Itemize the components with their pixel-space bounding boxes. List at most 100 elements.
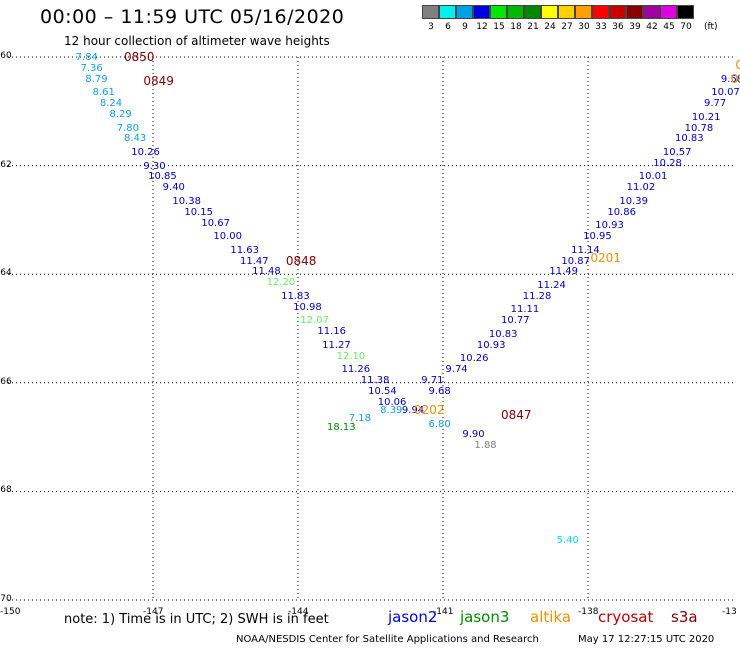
wave-height-label: 9.71 [421, 375, 444, 387]
scale-tick-label: 6 [445, 22, 451, 32]
wave-height-label: 10.93 [476, 339, 506, 351]
scale-tick-label: 36 [612, 22, 624, 32]
scale-swatch [422, 5, 439, 19]
wave-height-label: 9.94 [401, 404, 425, 416]
scale-swatch [592, 5, 609, 19]
scale-swatch [439, 5, 456, 19]
wave-height-label: 9.58 [720, 73, 740, 85]
pass-time-label: 0201 [590, 250, 621, 265]
wave-height-label: 10.78 [684, 122, 714, 134]
wave-height-label: 10.57 [662, 147, 692, 159]
wave-height-label: 9.40 [162, 182, 185, 194]
scale-tick-label: 15 [493, 22, 505, 32]
latitude-tick-label: -64 [0, 268, 12, 279]
wave-height-label: 11.11 [510, 304, 540, 316]
pass-time-label: 0202 [414, 402, 445, 417]
wave-height-label: 11.26 [341, 364, 371, 376]
scale-unit-label: (ft) [704, 22, 718, 32]
wave-height-label: 12.07 [300, 315, 330, 327]
wave-height-label: 9.77 [704, 98, 727, 110]
wave-height-label: 10.95 [583, 231, 612, 243]
wave-height-label: 10.85 [148, 171, 177, 183]
wave-height-label: 7.84 [75, 52, 98, 63]
longitude-tick-label: -150 [0, 607, 21, 617]
scale-tick-label: 45 [663, 22, 675, 32]
scale-swatch [541, 5, 558, 19]
wave-height-label: 18.13 [327, 422, 356, 434]
scale-tick-label: 24 [544, 22, 556, 32]
map-plot-area [8, 56, 733, 601]
wave-height-label: 10.26 [459, 353, 489, 365]
scale-swatch [575, 5, 592, 19]
wave-height-label: 10.06 [377, 396, 407, 408]
scale-swatch [677, 5, 694, 19]
wave-height-label: 10.77 [501, 315, 530, 327]
units-note: note: 1) Time is in UTC; 2) SWH is in fe… [64, 612, 329, 627]
wave-height-label: 9.90 [462, 429, 485, 441]
pass-time-label: 015 [735, 58, 740, 73]
satellite-legend-s3a: s3a [671, 608, 698, 626]
wave-height-label: 9.74 [445, 364, 468, 376]
scale-tick-label: 39 [629, 22, 641, 32]
generated-timestamp: May 17 12:27:15 UTC 2020 [578, 634, 715, 645]
wave-height-label: 8.39 [380, 404, 403, 416]
wave-height-label: 11.02 [626, 182, 656, 194]
satellite-legend-jason3: jason3 [460, 608, 510, 626]
wave-height-label: 8.61 [92, 87, 115, 99]
wave-height-label: 8.29 [109, 109, 132, 120]
wave-height-label: 11.63 [230, 244, 259, 256]
wave-height-label: 10.98 [293, 301, 322, 313]
map-title: 00:00 – 11:59 UTC 05/16/2020 [40, 6, 345, 28]
wave-height-label: 10.21 [691, 111, 721, 123]
scale-swatch [507, 5, 524, 19]
longitude-tick-label: -138 [578, 607, 599, 617]
scale-tick-label: 42 [646, 22, 658, 32]
scale-tick-label: 27 [561, 22, 573, 32]
wave-height-label: 10.83 [675, 133, 704, 145]
longitude-tick-label: -144 [288, 607, 309, 617]
wave-height-label: 7.36 [80, 62, 103, 74]
pass-time-label: 0847 [501, 408, 532, 423]
gridlines [8, 56, 733, 601]
wave-height-label: 8.43 [124, 133, 147, 145]
wave-height-label: 10.07 [711, 87, 740, 99]
satellite-legend-jason2: jason2 [388, 608, 438, 626]
wave-height-label: 11.83 [281, 290, 310, 302]
wave-height-label: 10.01 [638, 171, 668, 183]
wave-height-label: 7.80 [116, 122, 140, 134]
scale-swatch [490, 5, 507, 19]
wave-height-label: 10.15 [184, 206, 214, 218]
wave-height-label: 8.79 [85, 73, 108, 85]
scale-tick-label: 18 [510, 22, 522, 32]
wave-height-label: 8.24 [99, 98, 123, 110]
latitude-tick-label: -68 [0, 485, 12, 496]
scale-tick-label: 33 [595, 22, 607, 32]
pass-time-label: 0848 [285, 253, 317, 268]
wave-height-label: 11.27 [322, 339, 351, 351]
wave-height-label: 11.28 [522, 290, 552, 302]
wave-height-label: 5.40 [556, 535, 579, 547]
wave-height-label: 10.93 [595, 220, 624, 232]
wave-height-label: 11.24 [537, 280, 566, 292]
longitude-tick-label: -147 [143, 607, 164, 617]
scale-tick-label: 9 [462, 22, 468, 32]
credit-footer: NOAA/NESDIS Center for Satellite Applica… [236, 634, 539, 645]
latitude-tick-label: -62 [0, 159, 12, 170]
latitude-tick-label: -60 [0, 51, 12, 61]
scale-swatch [609, 5, 626, 19]
scale-swatch [626, 5, 643, 19]
scale-tick-label: 70 [680, 22, 692, 32]
pass-time-label: 0200 [730, 71, 740, 86]
scale-tick-label: 30 [578, 22, 590, 32]
wave-height-label: 10.26 [131, 147, 160, 159]
wave-height-label: 10.39 [619, 195, 649, 207]
wave-height-label: 12.20 [266, 277, 296, 289]
wave-height-label: 11.14 [571, 244, 600, 256]
wave-height-label: 10.38 [172, 195, 201, 207]
wave-height-label: 6.80 [428, 418, 451, 430]
satellite-legend-cryosat: cryosat [598, 608, 654, 626]
wave-height-label: 10.54 [368, 385, 397, 397]
scale-tick-label: 21 [527, 22, 539, 32]
wave-height-label: 11.48 [252, 266, 281, 278]
satellite-legend-altika: altika [530, 608, 572, 626]
